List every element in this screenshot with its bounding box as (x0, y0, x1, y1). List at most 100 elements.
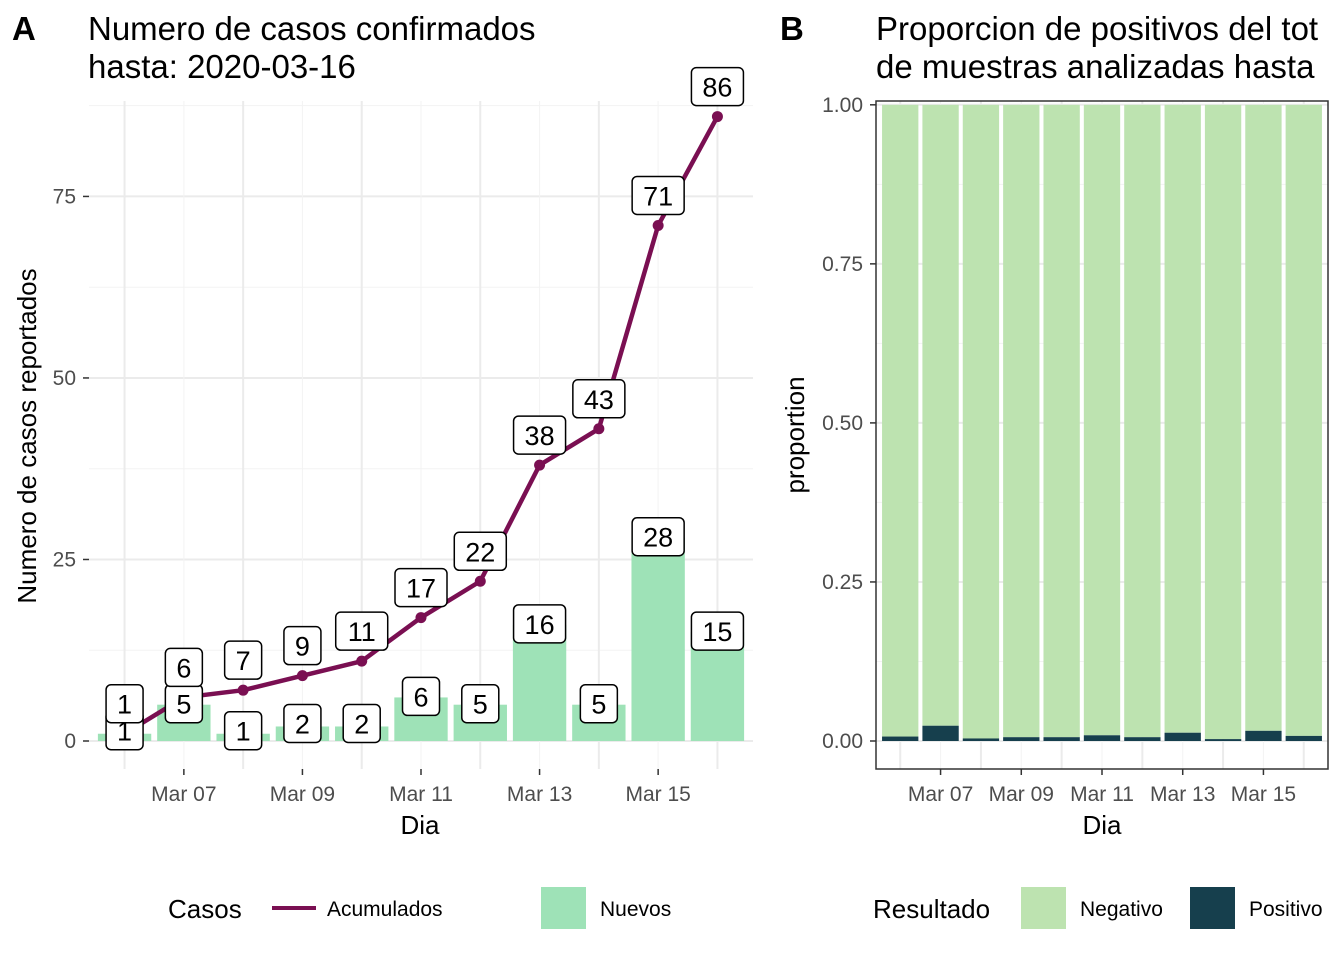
panel-a-y-axis-title: Numero de casos reportados (12, 268, 42, 603)
panel-a-x-tick-label: Mar 15 (625, 783, 690, 806)
panel-b-y-tick-label: 1.00 (822, 94, 863, 117)
panel-a-y-tick-label: 0 (64, 730, 76, 753)
legend-positivo-key (1190, 887, 1235, 929)
panel-a-y-tick-label: 25 (53, 548, 76, 571)
panel-b-y-tick-label: 0.00 (822, 730, 863, 753)
panel-a-label-acumulados-box (572, 379, 626, 419)
panel-a-label-acumulados: 6 (176, 653, 191, 683)
panel-a-label-nuevos: 2 (295, 709, 310, 739)
panel-a-label-acumulados-box (223, 640, 263, 680)
panel-a-label-nuevos: 16 (525, 610, 555, 640)
panel-a-label-nuevos: 28 (643, 523, 673, 553)
panel-a-point-acumulados (296, 670, 308, 682)
panel-a-point-acumulados (711, 111, 723, 123)
panel-a-x-tick-label: Mar 13 (507, 783, 572, 806)
panel-a-label-acumulados-box (690, 66, 745, 107)
panel-a-tag: A (12, 10, 36, 47)
legend-casos: Casos Acumulados Nuevos (168, 887, 671, 929)
panel-b-bar-negativo (1285, 104, 1322, 736)
panel-a-label-acumulados: 11 (348, 617, 376, 647)
panel-b-y-tick-label: 0.75 (822, 253, 863, 276)
legend-negativo-label: Negativo (1080, 898, 1163, 921)
panel-a-label-acumulados: 71 (643, 181, 673, 211)
panel-a-label-acumulados: 17 (406, 574, 436, 604)
panel-a-x-tick-label: Mar 07 (151, 783, 216, 806)
panel-a-label-acumulados: 38 (525, 421, 555, 451)
panel-a-label-acumulados-box (334, 611, 389, 651)
legend-negativo-key (1021, 887, 1066, 929)
panel-b-y-tick-label: 0.50 (822, 412, 863, 435)
panel-a-label-acumulados-box (631, 175, 685, 216)
legend-positivo-label: Positivo (1249, 898, 1323, 921)
legend-nuevos-label: Nuevos (600, 898, 671, 921)
panel-a-label-nuevos-box (401, 676, 441, 717)
panel-a-label-nuevos-box (690, 611, 745, 651)
panel-a-title-line-2: hasta: 2020-03-16 (88, 48, 356, 85)
panel-b-x-axis-title: Dia (1082, 810, 1122, 840)
panel-b-bar-negativo (922, 104, 959, 726)
panel-a-label-nuevos: 15 (702, 617, 732, 647)
panel-b-bar-negativo (1124, 104, 1161, 738)
panel-a-label-acumulados-box (283, 625, 322, 666)
panel-a-y-tick-label: 50 (53, 367, 76, 390)
panel-a-label-nuevos: 5 (591, 690, 606, 720)
panel-b-x-tick-label: Mar 15 (1231, 783, 1296, 806)
panel-a-label-nuevos-box (342, 703, 381, 744)
panel-b-bar-positivo (1245, 730, 1282, 741)
panel-b-title-line-2: de muestras analizadas hasta (876, 48, 1315, 85)
panel-a-label-acumulados-box (453, 531, 508, 572)
panel-a-point-acumulados (474, 575, 486, 587)
panel-a-bar-nuevos (512, 624, 567, 741)
legend-casos-title: Casos (168, 894, 242, 924)
panel-b-bar-positivo (1083, 735, 1121, 741)
panel-b-bar-positivo (1003, 737, 1040, 741)
panel-b-bar-positivo (882, 736, 919, 741)
panel-b-x-tick-label: Mar 13 (1150, 783, 1215, 806)
panel-b-bar-negativo (962, 104, 1000, 739)
panel-b-bar-positivo (1043, 737, 1080, 741)
panel-a-label-acumulados-box (105, 683, 144, 724)
panel-a-x-tick-label: Mar 11 (389, 783, 453, 806)
panel-a-point-acumulados (652, 219, 664, 231)
panel-a-label-acumulados-box (394, 567, 448, 608)
legend-resultado: Resultado Negativo Positivo (873, 887, 1323, 929)
panel-a-point-acumulados (356, 655, 368, 667)
panel-a-label-acumulados: 7 (236, 646, 251, 676)
panel-b-bar-negativo (1043, 104, 1080, 738)
panel-a-label-acumulados: 9 (295, 632, 310, 662)
panel-b-bar-negativo (882, 104, 919, 737)
panel-b-bar-negativo (1245, 104, 1282, 731)
panel-b-bar-positivo (1204, 739, 1242, 741)
panel-a-x-tick-label: Mar 09 (270, 783, 335, 806)
panel-a-label-nuevos-box (223, 710, 263, 751)
panel-a-label-nuevos: 2 (354, 709, 369, 739)
panel-b-plot: 0.00 0.25 0.50 0.75 1.00 Mar 07 Mar 09 Mar 11 Ma… (822, 94, 1329, 806)
panel-a-label-acumulados: 22 (465, 537, 495, 567)
panel-a-label-acumulados: 86 (702, 73, 732, 103)
panel-a-label-nuevos: 5 (473, 690, 488, 720)
panel-a-label-nuevos-box (283, 703, 322, 744)
panel-b-title-line-1: Proporcion de positivos del tot (876, 10, 1318, 47)
panel-a-label-nuevos: 1 (236, 717, 251, 747)
panel-a-label-acumulados-box (164, 647, 204, 688)
panel-a-title-line-1: Numero de casos confirmados (88, 10, 536, 47)
panel-b-bar-negativo (1164, 104, 1201, 733)
panel-a-label-acumulados: 1 (117, 690, 132, 720)
panel-a-point-acumulados (593, 423, 605, 435)
panel-a-point-acumulados (534, 459, 546, 471)
panel-a-label-nuevos: 6 (413, 682, 428, 712)
panel-a-point-acumulados (237, 684, 249, 696)
panel-a-y-tick-label: 75 (53, 185, 76, 208)
panel-a-label-nuevos: 5 (176, 690, 191, 720)
panel-b-bar-positivo (1285, 735, 1322, 741)
panel-a-label-nuevos-box (631, 516, 685, 557)
legend-resultado-title: Resultado (873, 894, 990, 924)
panel-a-label-nuevos-box (579, 683, 619, 724)
panel-b-bar-negativo (1003, 104, 1040, 738)
panel-a-point-acumulados (415, 612, 427, 624)
panel-a-label-nuevos: 1 (117, 717, 132, 747)
legend-acumulados-label: Acumulados (327, 898, 443, 921)
panel-b-bar-positivo (962, 738, 1000, 741)
